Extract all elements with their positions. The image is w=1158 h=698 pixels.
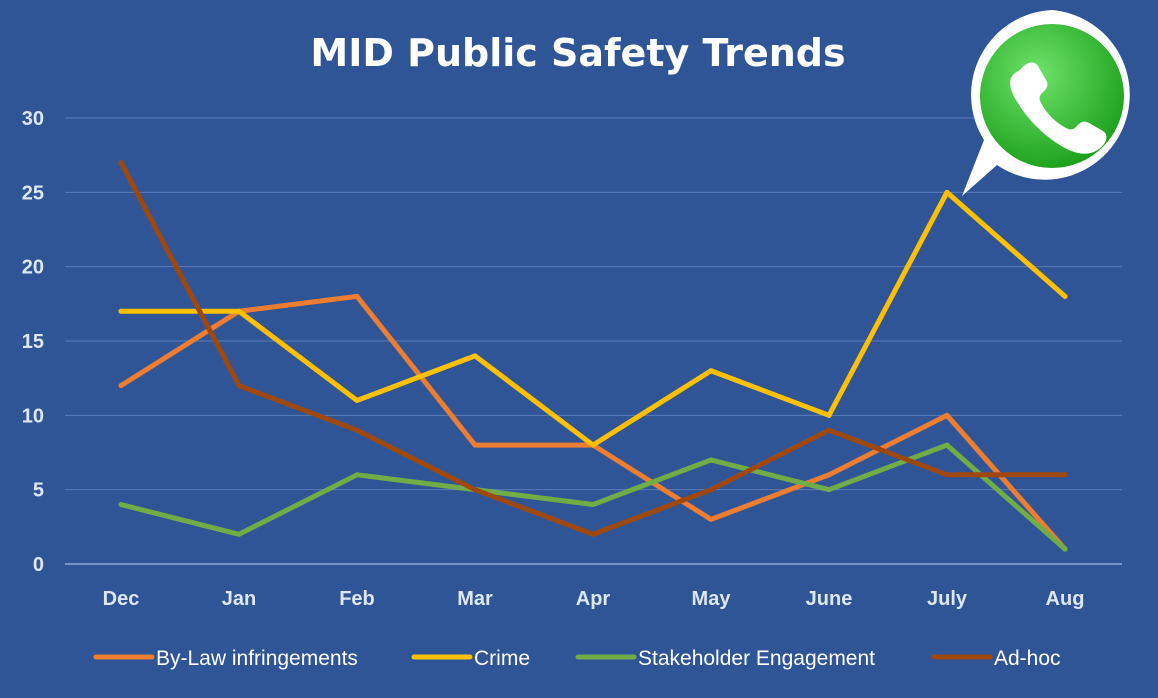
data-point: [354, 472, 360, 478]
data-point: [826, 427, 832, 433]
data-point: [354, 293, 360, 299]
data-point: [472, 442, 478, 448]
data-point: [590, 502, 596, 508]
data-point: [1062, 472, 1068, 478]
x-tick-label: June: [806, 588, 853, 610]
data-point: [708, 457, 714, 463]
x-tick-label: Mar: [457, 588, 493, 610]
data-point: [826, 487, 832, 493]
data-point: [118, 308, 124, 314]
y-tick-label: 30: [22, 108, 44, 130]
x-tick-label: Feb: [339, 588, 375, 610]
x-tick-label: Dec: [103, 588, 140, 610]
data-point: [708, 516, 714, 522]
x-tick-label: May: [692, 588, 732, 610]
y-tick-label: 20: [22, 257, 44, 279]
legend-label: Crime: [474, 647, 530, 670]
data-point: [1062, 546, 1068, 552]
legend-label: Ad-hoc: [994, 647, 1061, 670]
data-point: [472, 487, 478, 493]
data-point: [1062, 293, 1068, 299]
data-point: [826, 412, 832, 418]
data-point: [590, 531, 596, 537]
data-point: [236, 308, 242, 314]
data-point: [944, 442, 950, 448]
series-line-1: [118, 293, 1068, 552]
data-point: [590, 442, 596, 448]
series-lines: [118, 160, 1068, 552]
chart-title: MID Public Safety Trends: [310, 31, 845, 75]
data-point: [944, 189, 950, 195]
data-point: [118, 383, 124, 389]
data-point: [118, 502, 124, 508]
y-tick-label: 5: [33, 480, 44, 502]
data-point: [708, 368, 714, 374]
data-point: [118, 160, 124, 166]
data-point: [944, 412, 950, 418]
data-point: [944, 472, 950, 478]
y-tick-label: 0: [33, 554, 44, 576]
data-point: [472, 353, 478, 359]
gridlines: [65, 117, 1122, 565]
x-tick-label: July: [927, 588, 968, 610]
legend-label: By-Law infringements: [156, 647, 358, 670]
data-point: [354, 397, 360, 403]
x-tick-label: Aug: [1046, 588, 1085, 610]
y-tick-label: 25: [22, 182, 44, 204]
legend: By-Law infringements Crime Stakeholder Eng…: [93, 647, 1061, 670]
series-line-4: [118, 160, 1068, 537]
y-tick-label: 10: [22, 405, 44, 427]
x-tick-label: Apr: [576, 588, 611, 610]
data-point: [826, 472, 832, 478]
data-point: [354, 427, 360, 433]
y-axis-ticks: 0 5 10 15 20 25 30: [22, 108, 44, 576]
data-point: [236, 531, 242, 537]
x-axis-ticks: Dec Jan Feb Mar Apr May June July Aug: [103, 588, 1085, 610]
series-line-2: [118, 189, 1068, 448]
whatsapp-icon: [962, 10, 1130, 196]
x-tick-label: Jan: [222, 588, 256, 610]
data-point: [708, 487, 714, 493]
data-point: [236, 383, 242, 389]
legend-label: Stakeholder Engagement: [638, 647, 875, 670]
y-tick-label: 15: [22, 331, 44, 353]
